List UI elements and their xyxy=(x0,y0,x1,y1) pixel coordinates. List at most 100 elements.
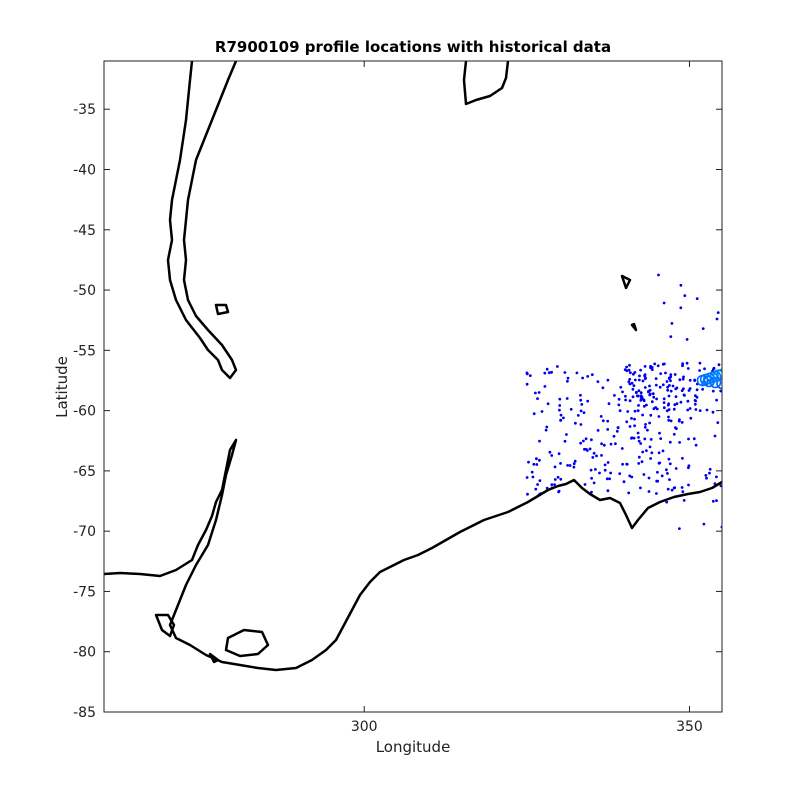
historical-point xyxy=(593,482,596,485)
historical-point xyxy=(656,408,659,411)
historical-point xyxy=(564,440,567,443)
historical-point xyxy=(661,475,664,478)
historical-point xyxy=(586,400,589,403)
historical-point xyxy=(653,363,656,366)
historical-point xyxy=(579,399,582,402)
historical-point xyxy=(663,302,666,305)
historical-point xyxy=(650,451,653,454)
historical-point xyxy=(687,438,690,441)
historical-point xyxy=(583,448,586,451)
historical-point xyxy=(559,419,562,422)
historical-point xyxy=(600,415,603,418)
historical-point xyxy=(535,457,538,460)
historical-point xyxy=(600,454,603,457)
historical-point xyxy=(668,377,671,380)
historical-point xyxy=(533,412,536,415)
historical-point xyxy=(659,372,662,375)
historical-point xyxy=(715,399,718,402)
historical-point xyxy=(639,442,642,445)
historical-point xyxy=(619,409,622,412)
historical-point xyxy=(538,391,541,394)
historical-point xyxy=(558,404,561,407)
y-axis-label: Latitude xyxy=(53,356,71,418)
historical-point xyxy=(550,483,553,486)
historical-point xyxy=(657,364,660,367)
historical-point xyxy=(621,447,624,450)
historical-point xyxy=(580,410,583,413)
historical-point xyxy=(669,462,672,465)
historical-point xyxy=(666,472,669,475)
historical-point xyxy=(640,391,643,394)
historical-point xyxy=(577,414,580,417)
y-tick-label: -40 xyxy=(73,163,96,179)
historical-point xyxy=(638,440,641,443)
historical-point xyxy=(607,379,610,382)
historical-point xyxy=(637,432,640,435)
historical-point xyxy=(678,378,681,381)
historical-point xyxy=(598,472,601,475)
y-tick-label: -70 xyxy=(73,524,96,540)
historical-point xyxy=(681,457,684,460)
historical-point xyxy=(557,491,560,494)
historical-point xyxy=(718,363,721,366)
historical-point xyxy=(630,437,633,440)
historical-point xyxy=(629,399,632,402)
historical-point xyxy=(639,487,642,490)
historical-point xyxy=(686,409,689,412)
historical-point xyxy=(712,411,715,414)
historical-point xyxy=(553,483,556,486)
historical-point xyxy=(709,468,712,471)
historical-point xyxy=(712,500,715,503)
historical-point xyxy=(674,426,677,429)
historical-point xyxy=(681,362,684,365)
historical-point xyxy=(638,456,641,459)
historical-point xyxy=(570,408,573,411)
historical-point xyxy=(668,384,671,387)
historical-point xyxy=(699,362,702,365)
historical-point xyxy=(560,414,563,417)
historical-point xyxy=(715,499,718,502)
historical-point xyxy=(606,428,609,431)
historical-point xyxy=(638,375,641,378)
historical-point xyxy=(673,487,676,490)
historical-point xyxy=(641,451,644,454)
historical-point xyxy=(644,426,647,429)
historical-point xyxy=(656,480,659,483)
historical-point xyxy=(594,468,597,471)
historical-point xyxy=(590,477,593,480)
historical-point xyxy=(621,391,624,394)
historical-point xyxy=(634,379,637,382)
historical-point xyxy=(671,489,674,492)
historical-point xyxy=(644,376,647,379)
historical-point xyxy=(686,362,689,365)
historical-point xyxy=(546,368,549,371)
y-tick-label: -80 xyxy=(73,645,96,661)
historical-point xyxy=(643,438,646,441)
historical-point xyxy=(608,402,611,405)
historical-point xyxy=(590,438,593,441)
historical-point xyxy=(669,441,672,444)
historical-point xyxy=(603,444,606,447)
historical-point xyxy=(613,435,616,438)
historical-point xyxy=(644,365,647,368)
historical-point xyxy=(698,369,701,372)
historical-point xyxy=(531,471,534,474)
historical-point xyxy=(558,452,561,455)
historical-point xyxy=(702,327,705,330)
historical-point xyxy=(696,297,699,300)
historical-point xyxy=(566,397,569,400)
historical-point xyxy=(581,377,584,380)
historical-point xyxy=(538,459,541,462)
historical-point xyxy=(554,466,557,469)
historical-point xyxy=(628,378,631,381)
x-tick-label: 350 xyxy=(676,719,703,735)
historical-point xyxy=(646,429,649,432)
historical-point xyxy=(629,383,632,386)
historical-point xyxy=(673,408,676,411)
historical-point xyxy=(668,458,671,461)
historical-point xyxy=(652,396,655,399)
historical-point xyxy=(629,425,632,428)
historical-point xyxy=(704,474,707,477)
historical-point xyxy=(703,523,706,526)
historical-point xyxy=(625,369,628,372)
